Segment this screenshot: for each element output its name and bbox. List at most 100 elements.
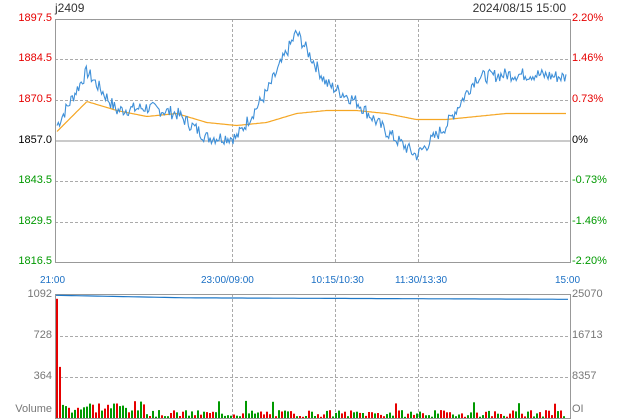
volume-bar: [374, 413, 376, 418]
volume-bar: [203, 411, 205, 418]
volume-bar: [464, 416, 466, 418]
volume-bar: [530, 410, 532, 418]
volume-bar: [146, 414, 148, 418]
volume-bar: [263, 414, 265, 418]
volume-bar: [164, 416, 166, 418]
pct-label-zero: 0%: [572, 134, 588, 146]
volume-bar: [344, 411, 346, 418]
volume-bar: [371, 412, 373, 418]
volume-bar: [440, 410, 442, 418]
volume-bar: [95, 412, 97, 418]
volume-bar: [557, 411, 559, 418]
volume-bar: [545, 410, 547, 418]
volume-bar: [230, 415, 232, 418]
pct-label-5: -0.73%: [572, 174, 607, 186]
volume-bar: [173, 410, 175, 418]
volume-bar: [299, 416, 301, 418]
volume-bar: [419, 411, 421, 418]
volume-bar: [368, 412, 370, 418]
volume-bar: [446, 412, 448, 418]
volume-bar: [404, 416, 406, 418]
oi-label-mid: 16713: [572, 329, 603, 341]
volume-bar: [122, 405, 124, 418]
volume-bar: [212, 411, 214, 418]
volume-bar: [320, 416, 322, 418]
volume-bar: [272, 401, 274, 418]
price-label-2: 1884.5: [18, 52, 52, 64]
volume-bar: [149, 416, 151, 418]
volume-bar: [503, 415, 505, 418]
price-label-1: 1897.5: [18, 12, 52, 24]
volume-bar: [77, 407, 79, 418]
volume-bar: [155, 416, 157, 418]
volume-bar: [476, 412, 478, 418]
volume-axis-title: Volume: [15, 403, 52, 415]
volume-bar: [554, 403, 556, 418]
volume-bar: [191, 411, 193, 418]
volume-bar: [392, 415, 394, 418]
volume-bar: [170, 413, 172, 418]
chart-datetime: 2024/08/15 15:00: [472, 1, 566, 15]
volume-bar: [227, 415, 229, 418]
volume-bar: [158, 410, 160, 418]
volume-bar: [176, 412, 178, 418]
volume-bar: [458, 414, 460, 418]
volume-bar: [185, 410, 187, 418]
volume-bar: [131, 410, 133, 418]
volume-bar: [137, 410, 139, 418]
price-label-5: 1843.5: [18, 174, 52, 186]
volume-bar: [497, 413, 499, 418]
volume-bar: [266, 411, 268, 418]
volume-bar: [134, 401, 136, 418]
volume-bar: [269, 414, 271, 418]
volume-bar: [563, 416, 565, 418]
price-label-3: 1870.5: [18, 93, 52, 105]
time-label-end: 15:00: [555, 275, 581, 286]
volume-bar: [233, 414, 235, 418]
volume-bar: [434, 410, 436, 418]
volume-bar: [224, 415, 226, 418]
volume-bar: [452, 414, 454, 418]
volume-bar: [473, 402, 475, 418]
volume-bar: [296, 416, 298, 418]
volume-bar: [104, 408, 106, 418]
volume-bar: [308, 410, 310, 418]
volume-bar: [113, 403, 115, 418]
volume-bar: [302, 416, 304, 418]
volume-bar: [515, 411, 517, 418]
average-price-line: [56, 101, 566, 132]
volume-bar: [500, 414, 502, 418]
volume-bar: [341, 413, 343, 418]
symbol-title: j2409: [55, 1, 85, 15]
volume-label-max: 1092: [27, 288, 52, 300]
volume-bar: [152, 410, 154, 418]
volume-bar: [59, 366, 61, 418]
volume-bar: [242, 413, 244, 418]
volume-bar: [365, 415, 367, 418]
volume-bar: [548, 410, 550, 418]
volume-bar: [167, 416, 169, 418]
volume-bar: [245, 400, 247, 418]
volume-bar: [251, 410, 253, 418]
volume-bar: [86, 406, 88, 418]
volume-bar: [536, 413, 538, 418]
volume-bar: [335, 412, 337, 418]
volume-bar: [401, 410, 403, 418]
volume-bar: [143, 404, 145, 418]
volume-bar: [347, 416, 349, 418]
volume-bar: [248, 413, 250, 418]
price-label-7: 1816.5: [18, 255, 52, 267]
volume-bar: [479, 416, 481, 418]
volume-bar: [89, 403, 91, 418]
volume-bar: [182, 411, 184, 418]
time-label-2: 23:00/09:00: [201, 275, 254, 286]
volume-bar: [287, 411, 289, 418]
pct-label-7: -2.20%: [572, 255, 607, 267]
volume-bar: [74, 409, 76, 418]
volume-bar: [161, 415, 163, 418]
volume-bar: [437, 413, 439, 418]
price-panel-frame: [55, 19, 571, 263]
volume-bar: [380, 414, 382, 418]
volume-bar: [410, 411, 412, 418]
